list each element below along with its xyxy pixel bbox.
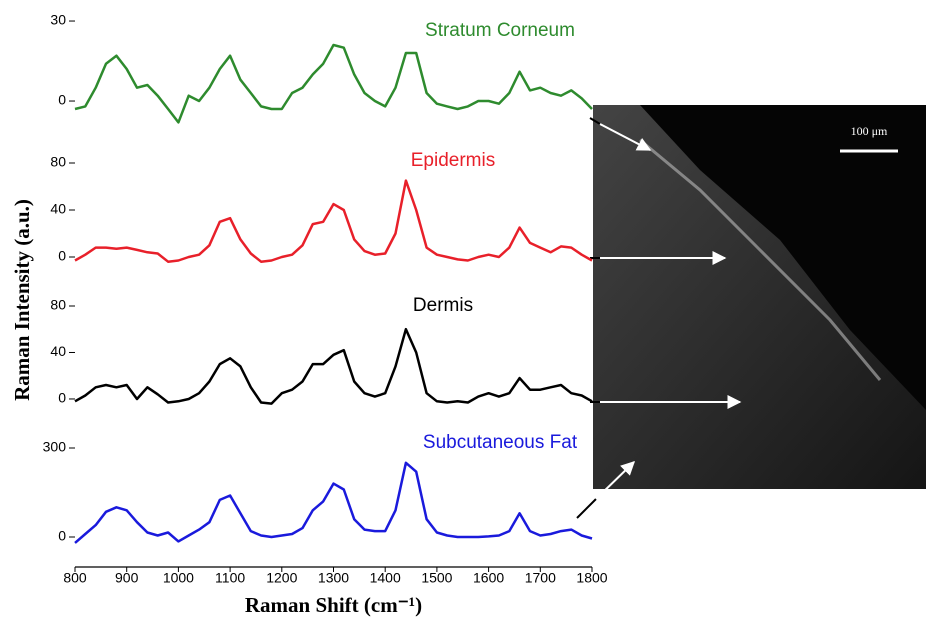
- y-axis-label: Raman Intensity (a.u.): [10, 199, 34, 401]
- x-tick-label: 1100: [215, 570, 245, 586]
- x-axis-label: Raman Shift (cm⁻¹): [245, 593, 422, 617]
- x-tick-label: 900: [115, 570, 139, 586]
- spectrum: [74, 461, 593, 544]
- tissue: [593, 105, 926, 489]
- arrow: [599, 123, 652, 151]
- spectrum: [74, 179, 593, 263]
- arrow: [589, 117, 601, 125]
- arrows: [576, 117, 742, 519]
- spectrum-label: Epidermis: [411, 150, 495, 171]
- y-tick-label: 30: [50, 12, 66, 28]
- spectrum-label: Subcutaneous Fat: [423, 432, 578, 453]
- y-tick-label: 40: [50, 343, 66, 359]
- arrow: [576, 498, 597, 519]
- x-tick-label: 1200: [266, 570, 297, 586]
- y-tick-label: 300: [43, 439, 67, 455]
- spectrum-label: Stratum Corneum: [425, 20, 575, 41]
- x-tick-label: 1600: [473, 570, 504, 586]
- y-tick-label: 0: [58, 248, 66, 264]
- spectrum: [74, 327, 593, 405]
- spectrum-label: Dermis: [413, 295, 473, 316]
- x-tick-label: 1000: [163, 570, 194, 586]
- spectrum: [74, 43, 593, 124]
- y-tick-label: 40: [50, 201, 66, 217]
- micrograph: 100 μm: [593, 105, 926, 489]
- x-tick-label: 1800: [576, 570, 607, 586]
- y-tick-label: 0: [58, 528, 66, 544]
- scale-bar-label: 100 μm: [851, 124, 888, 138]
- tissue-edge: [639, 138, 882, 381]
- y-tick-label: 80: [50, 297, 66, 313]
- x-tick-label: 1400: [370, 570, 401, 586]
- x-tick-label: 1700: [525, 570, 556, 586]
- x-tick-label: 1300: [318, 570, 349, 586]
- y-tick-label: 0: [58, 92, 66, 108]
- arrow: [595, 461, 636, 500]
- x-tick-label: 800: [63, 570, 87, 586]
- y-tick-label: 80: [50, 154, 66, 170]
- x-tick-label: 1500: [421, 570, 452, 586]
- y-tick-label: 0: [58, 390, 66, 406]
